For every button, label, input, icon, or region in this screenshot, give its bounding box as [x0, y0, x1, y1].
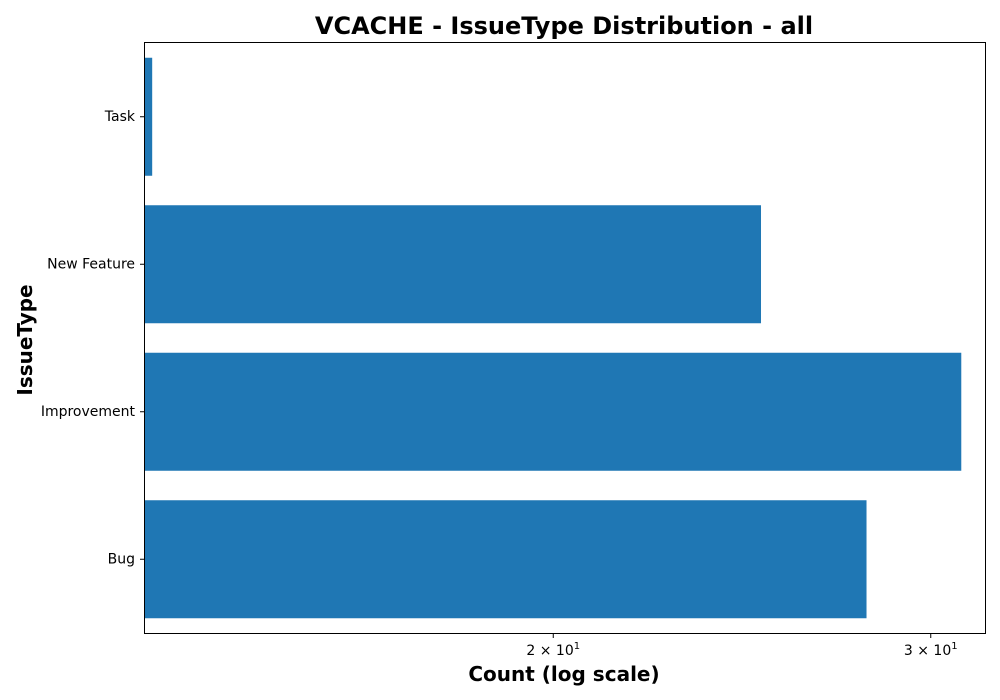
bar-bug	[145, 500, 867, 619]
y-axis-label: IssueType	[13, 284, 37, 395]
plot-frame	[144, 42, 986, 634]
bar-new-feature	[145, 205, 762, 324]
x-tick-label: 2 × 101	[526, 641, 580, 659]
y-tick-label-bug: Bug	[108, 551, 135, 567]
x-axis-label: Count (log scale)	[468, 662, 659, 686]
x-axis-ticks: 2 × 101 3 × 101	[526, 633, 958, 659]
x-tick-label: 3 × 101	[904, 641, 958, 659]
chart-title: VCACHE - IssueType Distribution - all	[315, 12, 813, 40]
y-axis-ticks: Bug Improvement New Feature Task	[41, 109, 145, 567]
y-tick-label-improvement: Improvement	[41, 404, 136, 420]
bars-group	[145, 57, 962, 619]
y-tick-label-new-feature: New Feature	[47, 256, 135, 272]
y-tick-label-task: Task	[104, 109, 136, 125]
bar-task	[145, 57, 153, 176]
bar-improvement	[145, 352, 962, 471]
